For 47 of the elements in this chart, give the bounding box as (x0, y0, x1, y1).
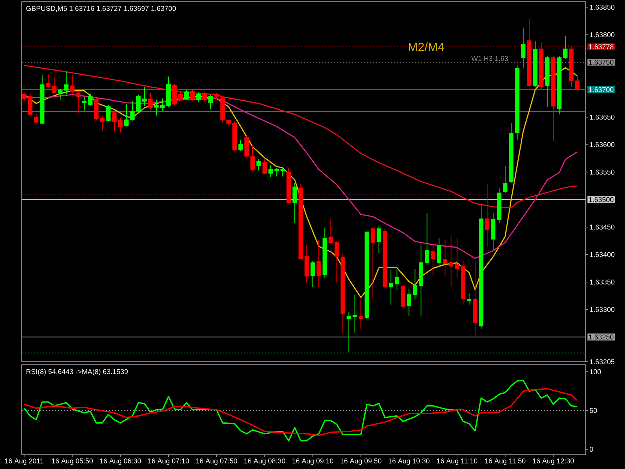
candlestick (316, 240, 322, 288)
candlestick (298, 184, 304, 260)
candlestick (364, 231, 370, 320)
annotation: M2/M4 (409, 42, 444, 52)
candlestick (184, 90, 189, 100)
candlestick (70, 74, 75, 94)
candlestick (106, 104, 111, 122)
candlestick (304, 244, 310, 284)
candlestick (40, 74, 45, 124)
candlestick (376, 226, 382, 254)
candlestick (527, 19, 532, 88)
candlestick (238, 140, 244, 152)
candlestick (214, 92, 220, 100)
candlestick (358, 300, 364, 330)
candlestick (202, 92, 208, 102)
candlestick (473, 262, 478, 336)
candlestick (256, 158, 262, 172)
candlestick (539, 42, 544, 90)
candlestick (310, 261, 316, 288)
candlestick (551, 56, 556, 142)
candlestick (34, 114, 39, 124)
candlestick (64, 71, 69, 96)
candlestick (382, 228, 388, 290)
candlestick (400, 284, 406, 308)
candlestick (340, 252, 346, 335)
candlestick (503, 166, 508, 194)
candlestick (479, 204, 484, 330)
candlestick (58, 89, 63, 100)
candlestick (190, 90, 196, 102)
candlestick (286, 168, 292, 204)
candlestick (196, 92, 202, 102)
candlestick (292, 182, 298, 224)
candlestick (485, 184, 490, 248)
line-series (24, 380, 578, 442)
line-series (24, 67, 578, 298)
candlestick (521, 27, 526, 68)
candlestick (545, 55, 550, 108)
candlestick (262, 158, 268, 174)
candlestick (208, 94, 214, 110)
candlestick (509, 123, 514, 184)
candlestick (322, 228, 328, 278)
candlestick (148, 92, 153, 110)
candlestick (437, 238, 442, 267)
candlestick (533, 41, 538, 88)
candlestick (76, 91, 81, 114)
candlestick (515, 65, 520, 140)
candlestick (220, 96, 226, 123)
